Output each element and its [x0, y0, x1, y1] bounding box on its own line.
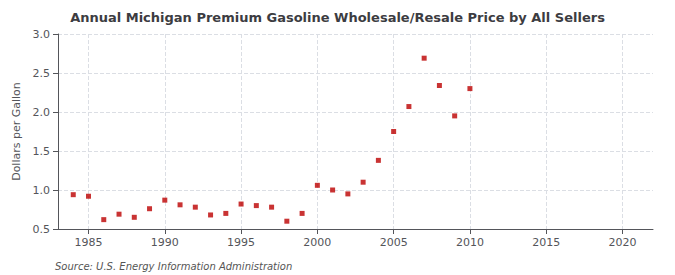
- svg-text:1990: 1990: [151, 236, 179, 249]
- svg-text:2005: 2005: [380, 236, 408, 249]
- svg-text:Annual Michigan Premium Gasoli: Annual Michigan Premium Gasoline Wholesa…: [70, 10, 605, 25]
- svg-text:2000: 2000: [303, 236, 331, 249]
- svg-text:1995: 1995: [227, 236, 255, 249]
- svg-text:Dollars per Gallon: Dollars per Gallon: [10, 82, 23, 181]
- svg-text:2015: 2015: [532, 236, 560, 249]
- svg-text:0.5: 0.5: [33, 223, 51, 236]
- svg-text:2020: 2020: [608, 236, 636, 249]
- svg-text:2.5: 2.5: [33, 67, 51, 80]
- svg-text:1985: 1985: [75, 236, 103, 249]
- svg-text:2010: 2010: [456, 236, 484, 249]
- svg-text:2.0: 2.0: [33, 106, 51, 119]
- svg-text:1.0: 1.0: [33, 184, 51, 197]
- svg-text:1.5: 1.5: [33, 145, 51, 158]
- svg-text:3.0: 3.0: [33, 28, 51, 41]
- svg-text:Source: U.S. Energy Informatio: Source: U.S. Energy Information Administ…: [55, 261, 292, 272]
